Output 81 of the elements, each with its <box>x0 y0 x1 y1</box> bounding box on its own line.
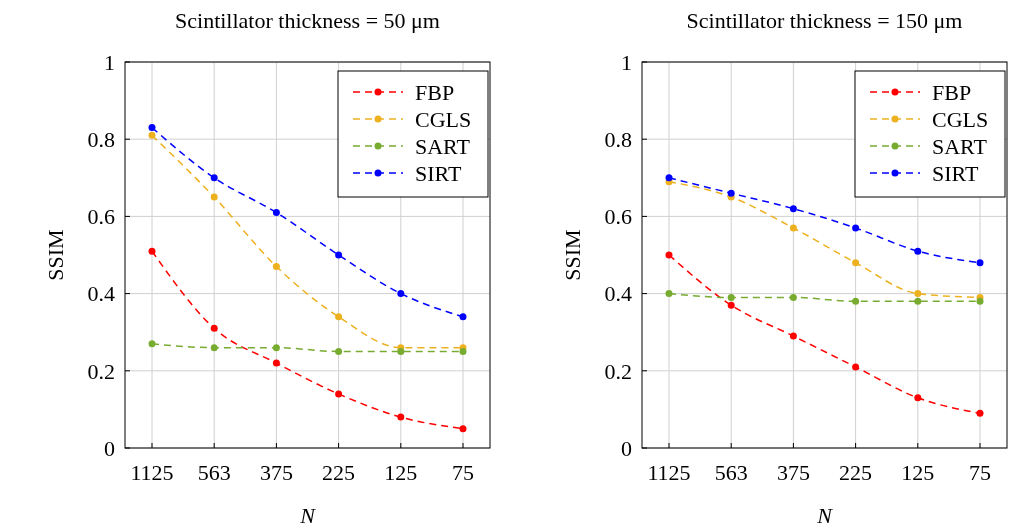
x-tick-label: 125 <box>901 460 935 485</box>
y-axis-title: SSIM <box>560 229 585 281</box>
point <box>727 293 735 301</box>
chart-title: Scintillator thickness = 50 μm <box>175 8 440 33</box>
point <box>976 259 984 267</box>
x-tick-label: 375 <box>259 460 293 485</box>
point <box>459 348 467 355</box>
point <box>852 297 860 305</box>
y-tick-label: 0.6 <box>87 204 115 230</box>
point <box>727 189 735 197</box>
point <box>459 425 467 433</box>
y-tick-label: 0.4 <box>87 281 115 307</box>
legend-label: SART <box>415 133 471 159</box>
legend-label: SART <box>932 133 988 159</box>
x-tick-label: 225 <box>322 460 356 485</box>
point <box>272 344 280 352</box>
y-tick-label: 0.6 <box>604 204 632 230</box>
point <box>210 344 218 352</box>
y-tick-label: 1 <box>104 49 115 75</box>
legend-label: SIRT <box>932 160 979 186</box>
y-tick-label: 1 <box>621 49 632 75</box>
chart-title: Scintillator thickness = 150 μm <box>686 8 963 33</box>
x-tick-label: 1125 <box>130 460 174 485</box>
point <box>665 174 673 182</box>
point <box>210 193 218 201</box>
point <box>665 290 673 298</box>
point <box>148 124 156 132</box>
point <box>272 263 280 271</box>
point <box>397 290 405 298</box>
point <box>397 348 405 355</box>
point <box>852 363 860 371</box>
x-tick-label: 375 <box>776 460 810 485</box>
point <box>397 413 405 421</box>
point <box>148 131 156 139</box>
y-tick-label: 0 <box>104 435 115 461</box>
y-tick-label: 0.2 <box>87 358 115 384</box>
point <box>914 247 922 255</box>
point <box>789 224 797 232</box>
point <box>272 209 280 217</box>
x-tick-label: 75 <box>969 460 991 485</box>
legend-label: CGLS <box>932 106 989 132</box>
point <box>459 313 467 321</box>
point <box>148 340 156 348</box>
y-tick-label: 0.2 <box>604 358 632 384</box>
point <box>335 348 343 355</box>
point <box>665 251 673 259</box>
point <box>914 394 922 402</box>
point <box>789 332 797 340</box>
y-tick-label: 0 <box>621 435 632 461</box>
x-axis-title: N <box>816 503 834 528</box>
y-tick-label: 0.8 <box>604 126 632 152</box>
x-tick-label: 125 <box>384 460 418 485</box>
legend-label: FBP <box>932 79 972 105</box>
x-tick-label: 225 <box>839 460 873 485</box>
point <box>852 259 860 267</box>
point <box>148 247 156 255</box>
point <box>789 205 797 213</box>
legend-label: CGLS <box>415 106 472 132</box>
y-tick-label: 0.8 <box>87 126 115 152</box>
x-tick-label: 563 <box>714 460 748 485</box>
x-axis-title: N <box>299 503 317 528</box>
point <box>210 324 218 332</box>
point <box>335 390 343 398</box>
x-tick-label: 75 <box>452 460 474 485</box>
point <box>852 224 860 232</box>
y-tick-label: 0.4 <box>604 281 632 307</box>
x-tick-label: 563 <box>197 460 231 485</box>
point <box>335 251 343 259</box>
point <box>789 293 797 301</box>
point <box>210 174 218 182</box>
y-axis-title: SSIM <box>43 229 68 281</box>
point <box>335 313 343 321</box>
point <box>976 409 984 417</box>
point <box>914 290 922 298</box>
point <box>976 297 984 305</box>
legend-label: FBP <box>415 79 455 105</box>
x-tick-label: 1125 <box>647 460 691 485</box>
legend-label: SIRT <box>415 160 462 186</box>
point <box>727 301 735 309</box>
point <box>914 297 922 305</box>
point <box>272 359 280 367</box>
